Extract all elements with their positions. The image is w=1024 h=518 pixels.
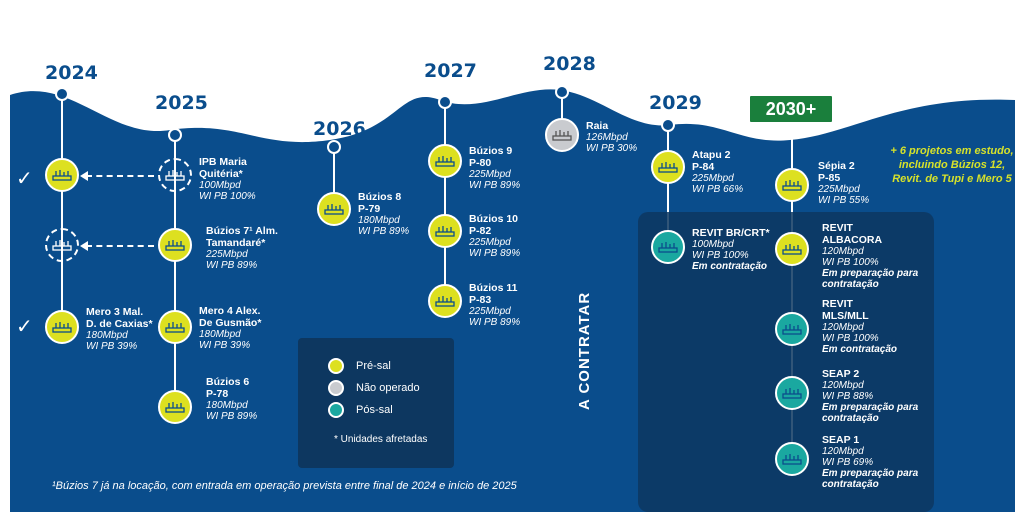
check-icon: ✓ (16, 316, 33, 338)
year-marker-2028 (555, 85, 569, 99)
legend-label: Pós-sal (356, 404, 393, 416)
arrow-dashed (86, 245, 154, 247)
platform-icon (45, 158, 79, 192)
platform-icon (545, 118, 579, 152)
legend-label: Não operado (356, 382, 420, 394)
unit-atapu2: Atapu 2 P-84 225Mbpd WI PB 66% (692, 149, 744, 195)
footnote: ¹Búzios 7 já na locação, com entrada em … (52, 480, 517, 492)
year-label-2026: 2026 (313, 118, 366, 140)
platform-icon-dashed (158, 158, 192, 192)
arrow-head-icon (80, 241, 88, 251)
year-label-2025: 2025 (155, 92, 208, 114)
platform-icon (775, 442, 809, 476)
check-icon: ✓ (16, 168, 33, 190)
unit-buzios6: Búzios 6 P-78 180Mbpd WI PB 89% (206, 376, 258, 422)
platform-icon (775, 376, 809, 410)
legend-item-nao-operado: Não operado (328, 380, 420, 396)
unit-revit-mls: REVIT MLS/MLL 120Mbpd WI PB 100% Em contrat… (822, 298, 898, 355)
timeline-line-2029 (667, 126, 669, 246)
platform-icon (158, 228, 192, 262)
platform-icon (651, 230, 685, 264)
legend: Pré-sal Não operado Pós-sal * Unidades a… (298, 338, 454, 468)
unit-revit-br: REVIT BR/CRT* 100Mbpd WI PB 100% Em contrat… (692, 227, 770, 272)
unit-seap2: SEAP 2 120Mbpd WI PB 88% Em preparação para… (822, 368, 919, 424)
unit-buzios11: Búzios 11 P-83 225Mbpd WI PB 89% (469, 282, 521, 328)
platform-icon (428, 284, 462, 318)
legend-swatch (328, 402, 344, 418)
year-marker-2025 (168, 128, 182, 142)
platform-icon (158, 390, 192, 424)
platform-icon (428, 214, 462, 248)
platform-icon (775, 232, 809, 266)
year-badge-2030-plus: 2030+ (748, 94, 834, 124)
unit-buzios8: Búzios 8 P-79 180Mbpd WI PB 89% (358, 191, 410, 237)
legend-note-text: * Unidades afretadas (334, 434, 428, 445)
year-marker-2024 (55, 87, 69, 101)
unit-albacora: REVIT ALBACORA 120Mbpd WI PB 100% Em prepar… (822, 222, 919, 290)
platform-icon (775, 312, 809, 346)
platform-icon-dashed (45, 228, 79, 262)
year-label-2024: 2024 (45, 62, 98, 84)
year-label-2028: 2028 (543, 53, 596, 75)
platform-icon (651, 150, 685, 184)
year-marker-2029 (661, 118, 675, 132)
unit-buzios7: Búzios 7¹ Alm. Tamandaré* 225Mbpd WI PB 89… (206, 225, 278, 271)
timeline-line-2026 (333, 148, 335, 208)
legend-item-pre-sal: Pré-sal (328, 358, 391, 374)
platform-icon (158, 310, 192, 344)
year-label-2029: 2029 (649, 92, 702, 114)
timeline-line-2024 (61, 95, 63, 330)
unit-raia: Raia 126Mbpd WI PB 30% (586, 120, 638, 154)
year-marker-2026 (327, 140, 341, 154)
platform-icon (428, 144, 462, 178)
timeline-line-2028 (561, 93, 563, 133)
unit-mero3: Mero 3 Mal. D. de Caxias* 180Mbpd WI PB 39… (86, 306, 153, 352)
unit-sepia2: Sépia 2 P-85 225Mbpd WI PB 55% (818, 160, 870, 206)
unit-ipb: IPB Maria Quitéria* 100Mbpd WI PB 100% (199, 156, 256, 202)
arrow-head-icon (80, 171, 88, 181)
unit-buzios10: Búzios 10 P-82 225Mbpd WI PB 89% (469, 213, 521, 259)
legend-item-pos-sal: Pós-sal (328, 402, 393, 418)
extra-projects-note: + 6 projetos em estudo, incluindo Búzios… (890, 145, 1014, 185)
year-label-2027: 2027 (424, 60, 477, 82)
timeline-line-2027 (444, 103, 446, 299)
platform-icon (45, 310, 79, 344)
platform-icon (775, 168, 809, 202)
year-marker-2027 (438, 95, 452, 109)
a-contratar-label: A CONTRATAR (576, 291, 593, 410)
unit-buzios9: Búzios 9 P-80 225Mbpd WI PB 89% (469, 145, 521, 191)
platform-icon (317, 192, 351, 226)
legend-note: * Unidades afretadas (334, 434, 427, 445)
legend-swatch (328, 358, 344, 374)
unit-mero4: Mero 4 Alex. De Gusmão* 180Mbpd WI PB 39% (199, 305, 262, 351)
legend-swatch (328, 380, 344, 396)
timeline-line-2025 (174, 138, 176, 408)
legend-label: Pré-sal (356, 360, 391, 372)
unit-seap1: SEAP 1 120Mbpd WI PB 69% Em preparação para… (822, 434, 919, 490)
arrow-dashed (86, 175, 154, 177)
